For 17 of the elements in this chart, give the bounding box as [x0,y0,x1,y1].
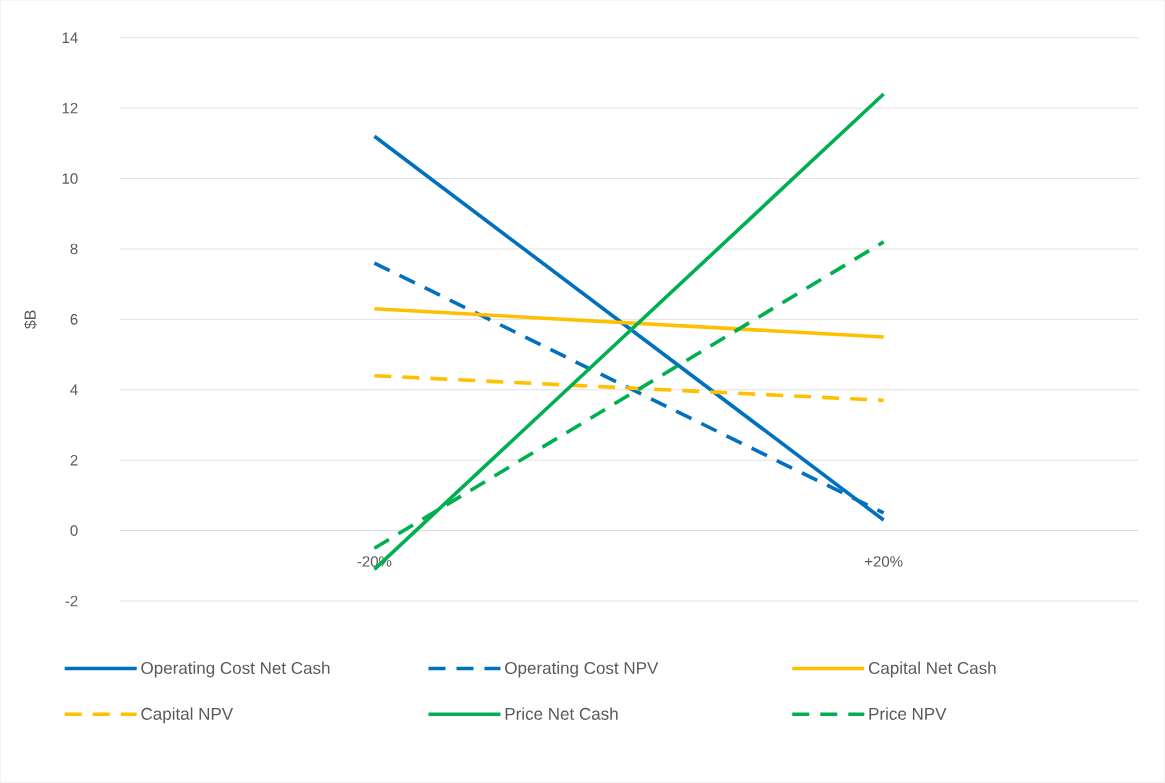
y-tick-label: 14 [62,32,78,43]
y-tick-label: -2 [65,595,78,607]
legend-label: Capital NPV [141,707,234,724]
y-tick-label: 10 [62,173,78,184]
y-tick-label: 8 [70,243,78,255]
y-axis-title: $B [23,310,37,330]
y-tick-label: 0 [70,525,78,536]
legend-label: Price Net Cash [505,707,618,720]
legend-label: Operating Cost Net Cash [141,661,330,678]
x-tick-label: +20% [864,556,903,567]
y-tick-label: 4 [70,384,78,396]
y-tick-label: 12 [62,102,78,114]
y-tick-label: 2 [70,455,78,466]
legend-label: Operating Cost NPV [505,661,659,678]
y-tick-label: 6 [70,314,78,325]
legend-label: Price NPV [869,707,947,720]
legend-label: Capital Net Cash [868,661,996,678]
